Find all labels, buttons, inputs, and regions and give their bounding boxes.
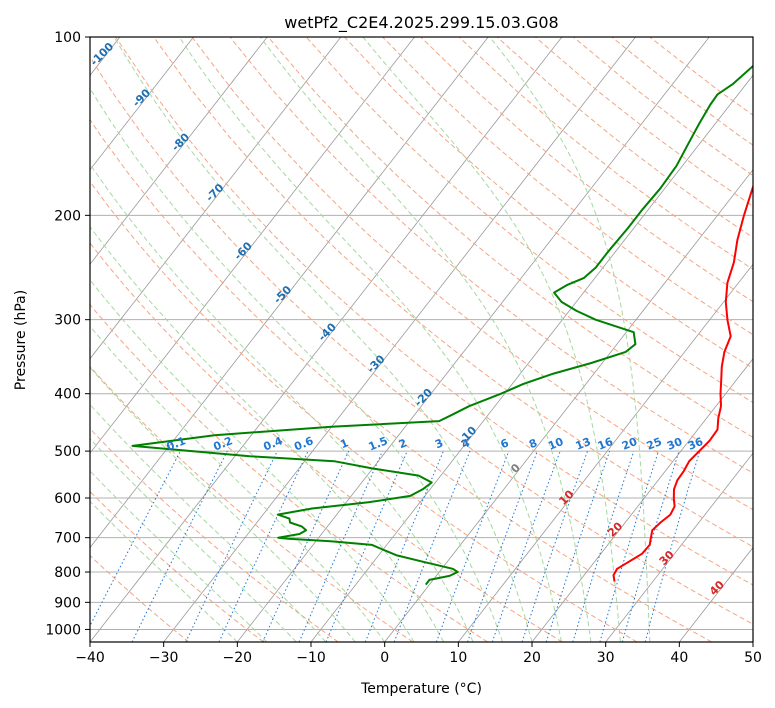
mixing-ratio-line	[491, 450, 561, 642]
dry-adiabat-line	[229, 37, 753, 474]
moist-adiabat-line	[90, 438, 297, 642]
y-axis-label: Pressure (hPa)	[13, 290, 29, 390]
dewpoint-profile-line	[131, 64, 753, 586]
dry-adiabat-line	[90, 180, 638, 642]
profile-lines	[131, 64, 753, 586]
y-tick-label: 100	[54, 30, 81, 46]
isotherm-line	[90, 37, 415, 454]
mixing-ratio-label: 30	[665, 435, 684, 453]
moist-adiabat-line	[90, 225, 445, 642]
x-tick-label: −10	[296, 650, 326, 666]
y-tick-label: 500	[54, 444, 81, 460]
mixing-ratio-label: 1	[338, 436, 350, 451]
isotherm-line	[163, 37, 636, 642]
mixing-ratio-line	[467, 450, 538, 642]
mixing-ratio-label: 3	[433, 436, 445, 451]
y-tick-label: 900	[54, 595, 81, 611]
dry-adiabat-line	[90, 118, 712, 642]
moist-adiabat-line	[90, 279, 415, 642]
y-tick-label: 200	[54, 208, 81, 224]
moist-adiabat-line	[90, 403, 327, 642]
moist-adiabat-line	[90, 325, 386, 642]
mixing-ratio-line	[262, 450, 350, 642]
x-tick-label: 0	[380, 650, 389, 666]
isotherm-line	[90, 37, 268, 265]
moist-adiabat-line	[90, 87, 503, 642]
mixing-ratio-line	[545, 450, 611, 642]
moist-adiabat-line	[489, 37, 651, 642]
x-tick-label: −30	[149, 650, 179, 666]
dry-adiabat-line	[90, 490, 264, 642]
moist-adiabat-line	[113, 37, 533, 642]
dry-adiabat-line	[382, 37, 753, 336]
isotherm-line	[384, 169, 753, 642]
dry-adiabat-line	[90, 303, 488, 642]
dry-adiabat-line	[153, 37, 753, 548]
isotherm-line	[90, 37, 489, 549]
mixing-ratio-line	[364, 450, 444, 642]
isotherm-line	[458, 263, 753, 642]
mixing-ratio-line	[572, 450, 635, 642]
x-tick-label: 50	[744, 650, 762, 666]
mixing-ratio-line	[131, 450, 228, 642]
moist-adiabat-line	[90, 470, 268, 642]
y-tick-label: 700	[54, 531, 81, 547]
x-tick-label: 40	[670, 650, 688, 666]
mixing-ratio-line	[298, 450, 383, 642]
plot-frame	[89, 36, 754, 643]
isotherm-line	[531, 358, 753, 642]
mixing-ratio-label: 2	[397, 436, 409, 451]
mixing-ratio-label: 25	[645, 435, 664, 453]
isotherm-line	[90, 37, 342, 360]
mixing-ratio-label: 20	[620, 435, 639, 453]
dry-adiabat-line	[115, 37, 753, 586]
moist-adiabat-line	[90, 163, 474, 642]
isotherm-line	[90, 37, 194, 171]
mixing-ratio-label: 36	[686, 435, 705, 453]
y-tick-label: 600	[54, 491, 81, 507]
moist-adiabat-line	[362, 37, 621, 642]
dry-adiabat-line	[90, 242, 563, 642]
mixing-ratio-label: 10	[546, 435, 565, 453]
mixing-ratio-line	[644, 450, 701, 642]
mixing-ratio-line	[521, 450, 588, 642]
y-tick-label: 400	[54, 387, 81, 403]
chart-title: wetPf2_C2E4.2025.299.15.03.G08	[284, 13, 558, 33]
dry-adiabat-line	[90, 56, 753, 625]
x-tick-label: 20	[523, 650, 541, 666]
mixing-ratio-label: 8	[527, 436, 539, 451]
y-tick-label: 300	[54, 313, 81, 329]
y-tick-label: 800	[54, 565, 81, 581]
background-lines	[90, 37, 753, 642]
isotherm-line	[90, 37, 563, 642]
x-tick-label: −40	[75, 650, 105, 666]
mixing-ratio-line	[435, 450, 510, 642]
moist-adiabat-line	[178, 37, 562, 642]
y-tick-label: 1000	[45, 622, 81, 638]
x-tick-label: −20	[223, 650, 253, 666]
moist-adiabat-line	[259, 37, 592, 642]
mixing-ratio-line	[393, 450, 471, 642]
x-axis-label: Temperature (°C)	[360, 681, 482, 697]
dry-adiabat-line	[344, 37, 753, 369]
mixing-ratio-label: 16	[596, 435, 615, 453]
mixing-ratio-line	[599, 450, 659, 642]
dry-adiabat-line	[90, 554, 190, 642]
mixing-ratio-line	[325, 450, 408, 642]
isotherm-line	[605, 452, 753, 642]
x-tick-label: 10	[449, 650, 467, 666]
temperature-profile-line	[612, 184, 753, 582]
mixing-ratio-line	[621, 450, 680, 642]
x-tick-label: 30	[597, 650, 615, 666]
axis-ticks: −40 −30 −20 −10 0 10 20 30 40 50 100 200 300 400 500 60…	[45, 30, 762, 666]
mixing-ratio-label: 13	[574, 435, 593, 453]
